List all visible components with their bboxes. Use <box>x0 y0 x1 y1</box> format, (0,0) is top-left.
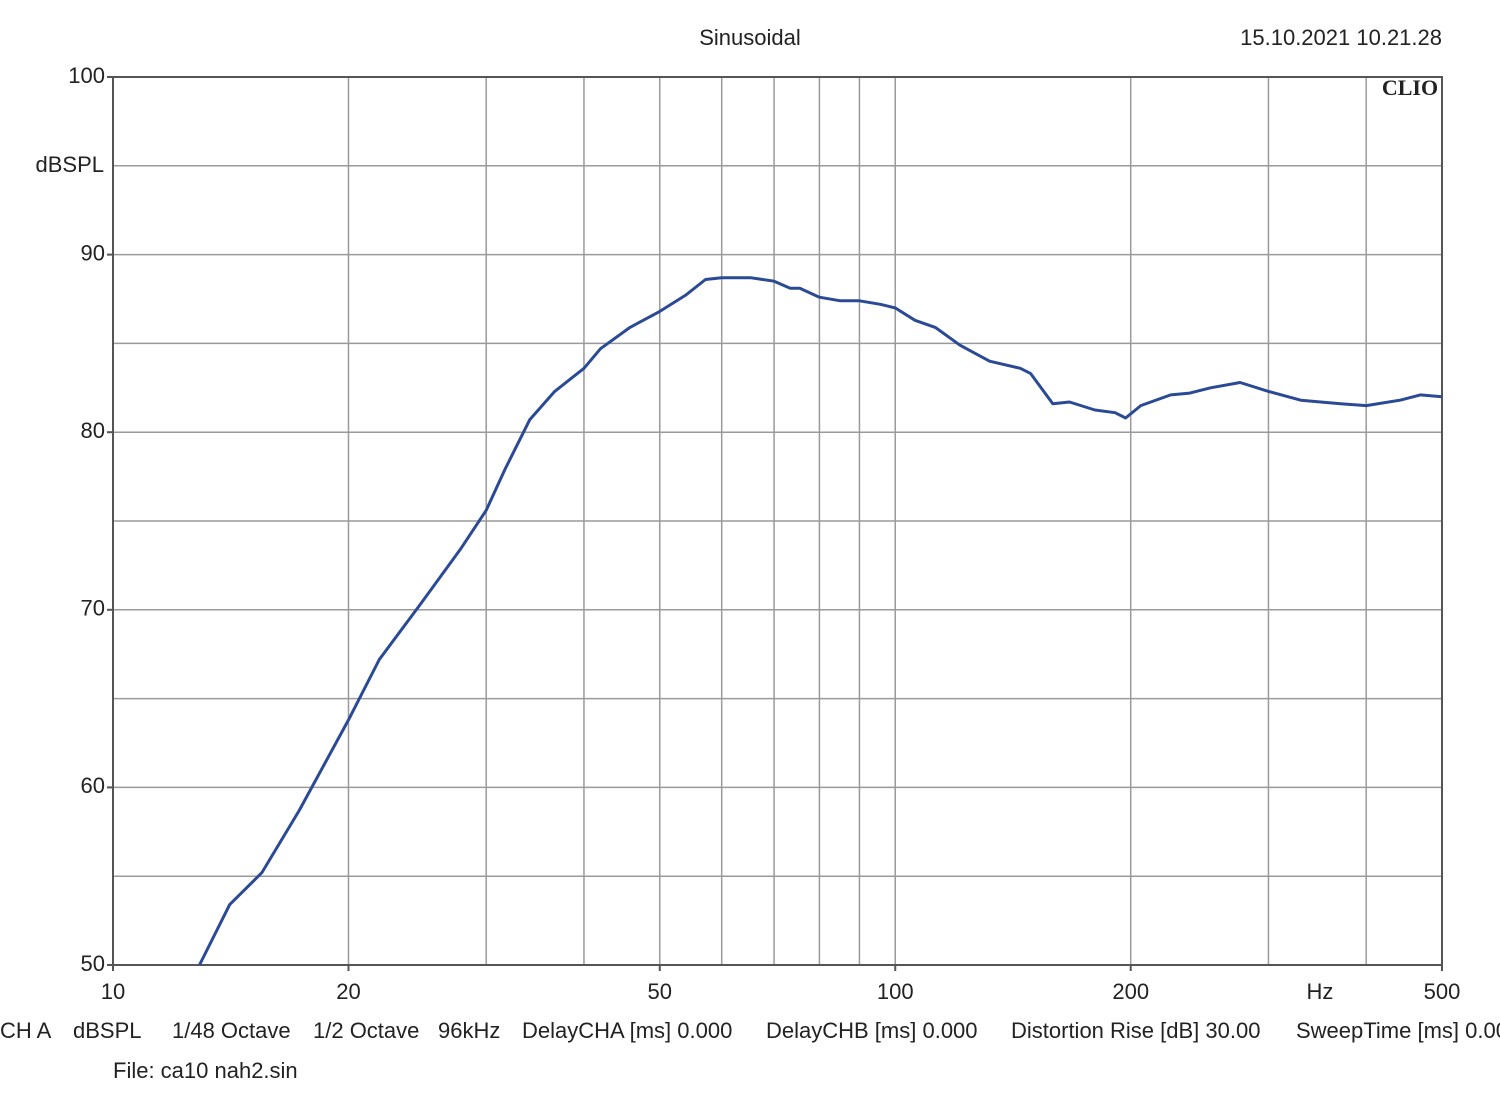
x-tick-label: 10 <box>101 979 125 1004</box>
y-tick-label: 90 <box>81 240 105 265</box>
plot-frame <box>112 76 1443 966</box>
y-tick-label: 80 <box>81 418 105 443</box>
footer-item: 96kHz <box>438 1018 500 1043</box>
footer-item: dBSPL <box>73 1018 142 1043</box>
footer-item: CH A <box>0 1018 52 1043</box>
footer-item: SweepTime [ms] 0.000 <box>1296 1018 1500 1043</box>
y-tick-label: 50 <box>81 951 105 976</box>
y-tick-label: 100 <box>68 63 105 88</box>
footer-item: Distortion Rise [dB] 30.00 <box>1011 1018 1260 1043</box>
x-tick-label: 20 <box>336 979 360 1004</box>
footer-item: DelayCHA [ms] 0.000 <box>522 1018 732 1043</box>
y-tick-label: 60 <box>81 773 105 798</box>
footer-item: 1/2 Octave <box>313 1018 419 1043</box>
y-tick-label: 70 <box>81 596 105 621</box>
x-tick-label: 500 <box>1424 979 1461 1004</box>
brand: CLIO <box>1382 75 1438 100</box>
data-line <box>198 276 1443 966</box>
x-tick-label: 100 <box>877 979 914 1004</box>
y-axis-label: dBSPL <box>36 152 105 177</box>
x-axis-label: Hz <box>1307 979 1334 1004</box>
footer-item: DelayCHB [ms] 0.000 <box>766 1018 978 1043</box>
timestamp: 15.10.2021 10.21.28 <box>1240 25 1442 50</box>
chart-title: Sinusoidal <box>699 25 801 50</box>
x-tick-label: 200 <box>1112 979 1149 1004</box>
x-tick-label: 50 <box>648 979 672 1004</box>
file-name: File: ca10 nah2.sin <box>113 1058 298 1083</box>
footer-item: 1/48 Octave <box>172 1018 291 1043</box>
